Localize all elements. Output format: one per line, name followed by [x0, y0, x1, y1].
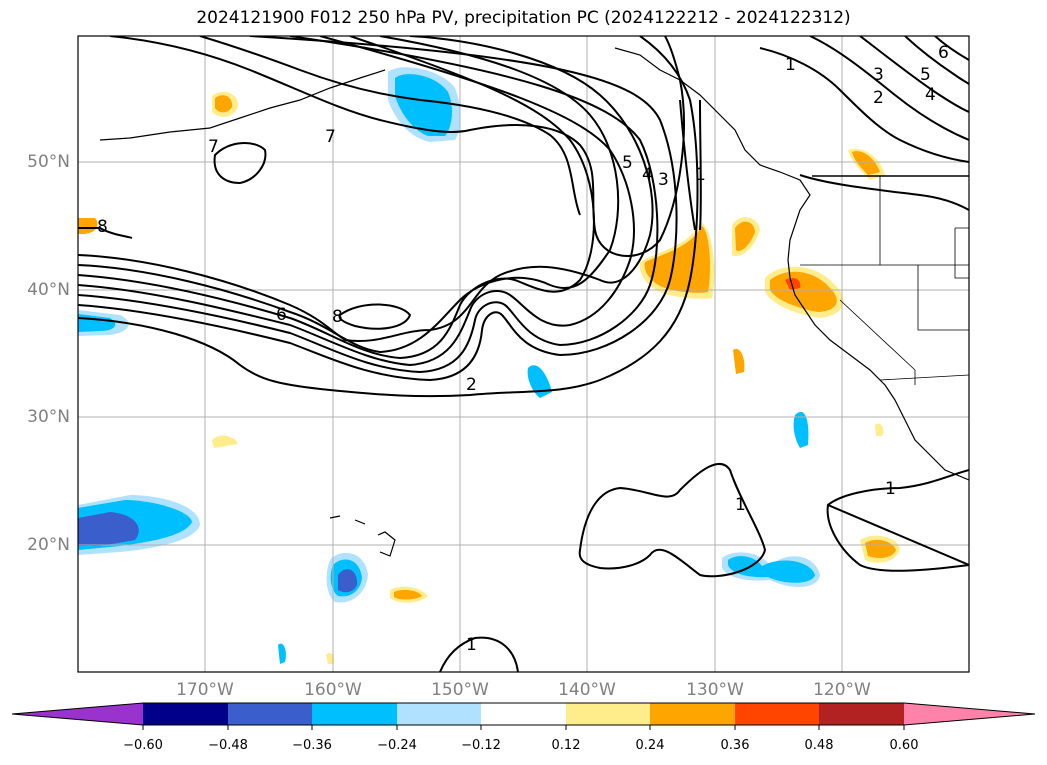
lat-label: 40°N: [27, 280, 70, 300]
contour-label: 6: [938, 43, 949, 63]
lon-label: 120°W: [813, 680, 871, 700]
lon-label: 160°W: [304, 680, 362, 700]
lon-label: 130°W: [686, 680, 744, 700]
lat-label: 50°N: [27, 152, 70, 172]
colorbar-extend-high: [904, 703, 1035, 725]
contour-label: 8: [332, 307, 343, 327]
contour-label: 1: [785, 55, 796, 75]
colorbar-segment: [650, 703, 735, 725]
plot-frame: [77, 35, 970, 673]
colorbar-tick-label: −0.12: [461, 738, 501, 753]
plot-area: [78, 36, 969, 672]
contour-label-group: 2 6 8 7 7 8 5 4 3 1 1 3 2 5 4 6 1 1 1: [97, 43, 949, 655]
lon-label: 150°W: [431, 680, 489, 700]
contour-label: 3: [873, 65, 884, 85]
contour-label: 1: [695, 165, 706, 185]
lat-label: 30°N: [27, 407, 70, 427]
lon-label: 140°W: [558, 680, 616, 700]
colorbar-tick-label: −0.24: [377, 738, 417, 753]
contour-label: 4: [642, 165, 653, 185]
contour-label: 5: [920, 65, 931, 85]
precipitation-shading: [78, 67, 900, 664]
pv-contours: [78, 36, 969, 672]
colorbar-tick-label: −0.48: [208, 738, 248, 753]
colorbar-segment: [228, 703, 312, 725]
colorbar-segment: [397, 703, 481, 725]
coastlines: [99, 47, 969, 557]
colorbar-segment: [566, 703, 650, 725]
colorbar-tick-label: 0.60: [889, 738, 919, 753]
colorbar-segment: [481, 703, 566, 725]
contour-label: 1: [735, 495, 746, 515]
lat-label: 20°N: [27, 535, 70, 555]
contour-label: 2: [466, 375, 477, 395]
contour-label: 2: [873, 88, 884, 108]
contour-label: 3: [658, 170, 669, 190]
contour-label: 8: [97, 217, 108, 237]
contour-label: 7: [325, 127, 336, 147]
colorbar-tick-label: 0.24: [635, 738, 665, 753]
colorbar-tick-label: 0.12: [551, 738, 581, 753]
contour-label: 5: [622, 153, 633, 173]
contour-label: 1: [885, 479, 896, 499]
colorbar-tick-label: −0.60: [123, 738, 163, 753]
colorbar-segment: [312, 703, 397, 725]
contour-label: 1: [466, 635, 477, 655]
colorbar-tick-label: 0.48: [804, 738, 834, 753]
colorbar-tick-label: −0.36: [292, 738, 332, 753]
colorbar-segment: [143, 703, 228, 725]
map-title: 2024121900 F012 250 hPa PV, precipitatio…: [196, 8, 851, 28]
contour-label: 6: [276, 305, 287, 325]
lon-label: 170°W: [176, 680, 234, 700]
colorbar-extend-low: [12, 703, 143, 725]
contour-label: 7: [208, 137, 219, 157]
colorbar-tick-label: 0.36: [720, 738, 750, 753]
colorbar-segment: [735, 703, 819, 725]
colorbar-segment: [819, 703, 904, 725]
colorbar: [11, 702, 1036, 730]
contour-label: 4: [925, 85, 936, 105]
